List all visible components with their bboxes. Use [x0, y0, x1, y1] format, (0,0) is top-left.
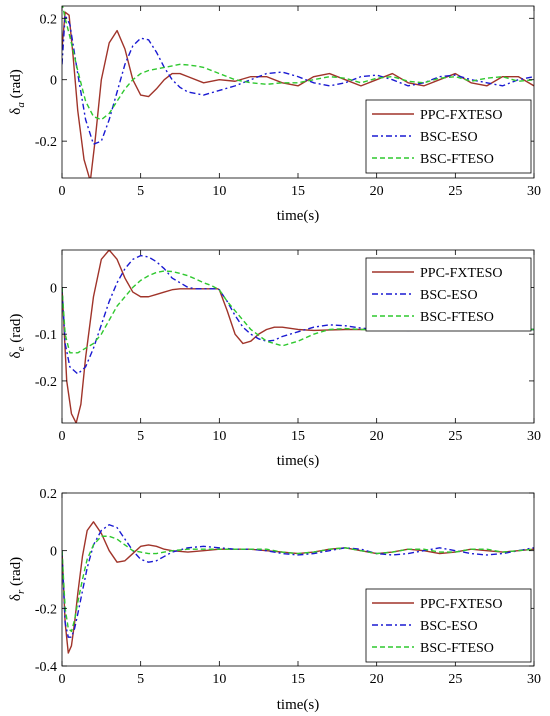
series-line-bsc-eso — [62, 14, 534, 145]
series-line-bsc-fteso — [62, 270, 534, 354]
y-axis-label: δr (rad) — [8, 557, 27, 601]
x-tick-label: 15 — [291, 184, 305, 199]
y-tick-label: -0.2 — [35, 602, 57, 617]
legend-label-bsc-eso: BSC-ESO — [420, 130, 478, 145]
x-tick-label: 0 — [59, 429, 66, 444]
legend-label-bsc-fteso: BSC-FTESO — [420, 641, 494, 656]
y-axis-label-subscript: r — [15, 589, 27, 594]
chart-panel-2: 0 5 10 15 20 25 30 0 -0.1 -0.2 time(s) δe (rad) PPC-… — [8, 249, 541, 469]
y-tick-label: -0.2 — [35, 375, 57, 390]
series-line-ppc-fxteso — [62, 11, 534, 178]
x-tick-label: 10 — [212, 184, 226, 199]
x-tick-label: 5 — [137, 184, 144, 199]
x-tick-label: 30 — [527, 429, 541, 444]
x-tick-label: 0 — [59, 184, 66, 199]
x-tick-label: 20 — [370, 184, 384, 199]
legend-label-bsc-eso: BSC-ESO — [420, 619, 478, 634]
x-tick-label: 20 — [370, 429, 384, 444]
x-tick-label: 15 — [291, 429, 305, 444]
x-axis-label: time(s) — [277, 208, 320, 224]
series-line-bsc-eso — [62, 254, 534, 375]
y-axis-label-unit: (rad) — [8, 69, 24, 102]
y-tick-label: -0.1 — [35, 328, 57, 343]
legend: PPC-FXTESO BSC-ESO BSC-FTESO — [365, 257, 532, 332]
y-axis-label-subscript: e — [15, 346, 27, 351]
x-tick-label: 10 — [212, 429, 226, 444]
y-axis-label-symbol: δ — [8, 351, 24, 358]
x-tick-label: 25 — [448, 429, 462, 444]
legend-label-bsc-fteso: BSC-FTESO — [420, 152, 494, 167]
x-tick-label: 5 — [137, 672, 144, 687]
y-tick-label: 0 — [50, 281, 57, 296]
legend-label-bsc-eso: BSC-ESO — [420, 288, 478, 303]
legend-box — [365, 257, 532, 332]
y-tick-label: 0.2 — [40, 12, 58, 27]
y-axis-label-symbol: δ — [8, 594, 24, 601]
x-tick-label: 30 — [527, 184, 541, 199]
x-axis-label: time(s) — [277, 453, 320, 469]
series-line-bsc-fteso — [62, 535, 534, 633]
x-tick-label: 25 — [448, 672, 462, 687]
y-axis-label-symbol: δ — [8, 108, 24, 115]
legend-label-ppc-fxteso: PPC-FXTESO — [420, 266, 502, 281]
legend-label-ppc-fxteso: PPC-FXTESO — [420, 597, 502, 612]
series-line-ppc-fxteso — [62, 521, 534, 654]
y-axis-label: δe (rad) — [8, 314, 27, 359]
y-axis-label: δa (rad) — [8, 69, 27, 114]
y-tick-label: -0.4 — [35, 660, 57, 675]
x-axis-label: time(s) — [277, 697, 320, 713]
x-tick-label: 10 — [212, 672, 226, 687]
y-axis-label-subscript: a — [15, 102, 27, 108]
chart-panel-1: 0 5 10 15 20 25 30 0.2 0 -0.2 time(s) δa (rad) PPC-F… — [8, 5, 541, 224]
x-tick-label: 15 — [291, 672, 305, 687]
legend: PPC-FXTESO BSC-ESO BSC-FTESO — [365, 588, 532, 663]
y-axis-label-unit: (rad) — [8, 557, 24, 590]
legend: PPC-FXTESO BSC-ESO BSC-FTESO — [365, 99, 532, 174]
x-tick-label: 30 — [527, 672, 541, 687]
y-tick-label: 0 — [50, 74, 57, 89]
legend-label-ppc-fxteso: PPC-FXTESO — [420, 108, 502, 123]
y-tick-label: 0 — [50, 545, 57, 560]
chart-panel-3: 0 5 10 15 20 25 30 0.2 0 -0.2 -0.4 time(s) δr (rad) P… — [8, 487, 541, 713]
x-tick-label: 20 — [370, 672, 384, 687]
legend-box — [365, 588, 532, 663]
series-line-bsc-fteso — [62, 6, 534, 121]
x-tick-label: 0 — [59, 672, 66, 687]
y-tick-label: 0.2 — [40, 487, 58, 502]
y-tick-label: -0.2 — [35, 135, 57, 150]
legend-label-bsc-fteso: BSC-FTESO — [420, 310, 494, 325]
x-tick-label: 25 — [448, 184, 462, 199]
legend-box — [365, 99, 532, 174]
y-axis-label-unit: (rad) — [8, 314, 24, 347]
x-tick-label: 5 — [137, 429, 144, 444]
